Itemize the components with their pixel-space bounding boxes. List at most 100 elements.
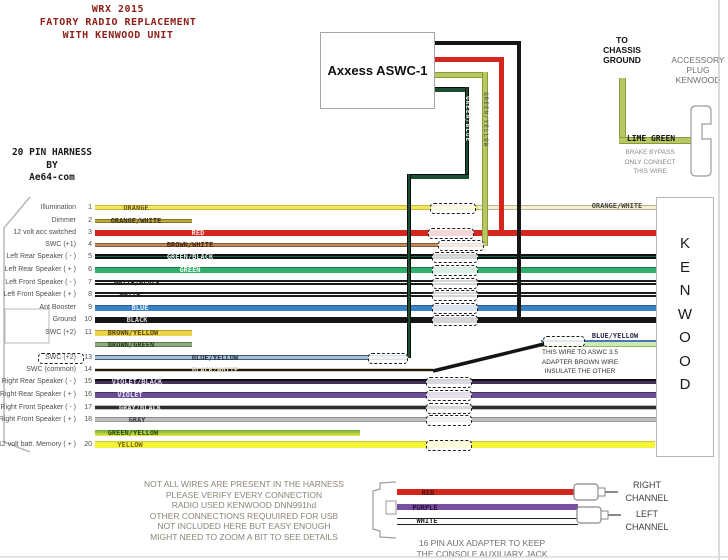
pin-wire-x18 — [95, 430, 360, 436]
aswc-darkgreen-wire-v2 — [407, 174, 411, 358]
pin-label-6: Left Rear Speaker ( + ) — [4, 266, 76, 273]
aux-white-wire — [397, 518, 578, 525]
wire-color-label-9: BLUE — [131, 304, 149, 312]
pin-wire-10 — [95, 317, 656, 323]
aswc-lime-wire-h — [433, 72, 486, 78]
wire-color-label-10: BLACK — [126, 316, 148, 324]
lime-green-label: LIME GREEN — [626, 134, 676, 143]
left-channel-label: LEFT CHANNEL — [607, 508, 687, 534]
crimp-connector-7 — [432, 278, 478, 289]
pin-number-2: 2 — [88, 217, 92, 224]
accessory-plug-text: ACCESSORY PLUG KENWOOD — [671, 55, 725, 85]
aswc-darkgreen-wire-h1 — [433, 87, 469, 92]
pin-number-6: 6 — [88, 266, 92, 273]
pin-number-14: 14 — [84, 366, 92, 373]
crimp-connector-16 — [426, 390, 472, 401]
aswc-lime-wire-v — [482, 72, 488, 246]
wire-color-label-16: VIOLET — [117, 391, 143, 399]
wire-color-label-3: RED — [191, 229, 205, 237]
pin-wire-11 — [95, 330, 192, 336]
pin-label-2: Dimmer — [51, 217, 77, 224]
crimp-connector-9 — [432, 303, 478, 314]
pin-number-18: 18 — [84, 416, 92, 423]
aswc-red-wire-h — [433, 57, 504, 62]
aswc-adapter-note: THIS WIRE TO ASWC 3.5 ADAPTER BROWN WIRE… — [528, 348, 632, 377]
blue-yellow-crimp-connector — [543, 336, 585, 347]
pin-number-15: 15 — [84, 378, 92, 385]
wire-color-label-x11: BROWN/GREEN — [107, 341, 155, 349]
wire-color-label-5: GREEN/BLACK — [166, 253, 214, 261]
axxess-aswc1-label: Axxess ASWC-1 — [327, 63, 428, 78]
pin-number-20: 20 — [84, 441, 92, 448]
blue-yellow-wire-label: BLUE/YELLOW — [591, 332, 639, 340]
crimp-connector-5 — [432, 252, 478, 263]
pin-wire-16 — [95, 392, 656, 398]
brake-bypass-wire-h — [619, 137, 691, 144]
pin-wire-x11 — [95, 342, 192, 347]
pin-wire-2 — [95, 219, 192, 223]
crimp-connector-3 — [428, 228, 474, 239]
wire-color-label-2: ORANGE/WHITE — [110, 217, 162, 225]
brake-bypass-note: BRAKE BYPASS ONLY CONNECT THIS WIRE — [610, 148, 690, 177]
aswc-red-wire-v — [499, 57, 504, 235]
pin-wire-8 — [95, 292, 656, 297]
aswc-darkgreen-wire-v1 — [465, 87, 469, 178]
aux-white-wire-label: WHITE — [416, 517, 438, 525]
pin-number-9: 9 — [88, 304, 92, 311]
crimp-connector-1 — [430, 203, 476, 214]
wire-color-label-8: WHITE — [119, 291, 141, 299]
crimp-connector-13 — [38, 353, 84, 364]
aux-purple-wire-label: PURPLE — [412, 504, 438, 512]
right-channel-label: RIGHT CHANNEL — [607, 479, 687, 505]
aswc-darkgreen-wire-label: GREEN/BLUE — [464, 96, 471, 143]
left-channel-text: LEFT CHANNEL — [625, 509, 669, 532]
wire-color-label-14: BLACK/WHITE — [191, 366, 239, 374]
pin-number-5: 5 — [88, 253, 92, 260]
wire-color-label-4: BROWN/WHITE — [166, 241, 214, 249]
aux-red-wire-label: RED — [421, 489, 435, 497]
aswc-adapter-note-text: THIS WIRE TO ASWC 3.5 ADAPTER BROWN WIRE… — [541, 349, 619, 375]
kenwood-vertical-label: K E N W O O D — [677, 235, 693, 393]
wire-color-label-x18: GREEN/YELLOW — [107, 429, 159, 437]
harness-credit: 20 PIN HARNESS BY Ae64-com — [2, 147, 102, 185]
pin-wire-18 — [95, 417, 656, 422]
diagram-title: WRX 2015 FATORY RADIO REPLACEMENT WITH K… — [20, 3, 216, 42]
pin-label-11: SWC (+2) — [45, 329, 76, 336]
accessory-plug-label: ACCESSORY PLUG KENWOOD — [658, 55, 728, 85]
pin-label-16: Right Rear Speaker ( + ) — [0, 391, 76, 398]
pin-number-16: 16 — [84, 391, 92, 398]
pin-number-7: 7 — [88, 279, 92, 286]
pin-wire-4 — [95, 243, 483, 247]
pin-wire-3 — [95, 230, 656, 236]
aux-adapter-note-text: 16 PIN AUX ADAPTER TO KEEP THE CONSOLE A… — [416, 538, 548, 559]
harness-credit-text: 20 PIN HARNESS BY Ae64-com — [11, 147, 93, 183]
wire-color-label-15: VIOLET/BLACK — [111, 378, 163, 386]
crimp-connector-18 — [426, 415, 472, 426]
wire-color-label-6: GREEN — [179, 266, 201, 274]
aux-adapter-note: 16 PIN AUX ADAPTER TO KEEP THE CONSOLE A… — [382, 538, 582, 559]
pin-label-5: Left Rear Speaker ( - ) — [6, 253, 76, 260]
pin-wire-7 — [95, 280, 656, 285]
chassis-ground-note: TO CHASSIS GROUND — [582, 35, 662, 65]
pin-wire-13 — [95, 355, 408, 360]
pin-label-3: 12 volt acc switched — [13, 229, 76, 236]
pin-wire-6 — [95, 267, 656, 273]
bottom-notes: NOT ALL WIRES ARE PRESENT IN THE HARNESS… — [114, 479, 374, 543]
pin-label-14: SWC (common) — [26, 366, 76, 373]
aswc-black-wire-v — [517, 41, 521, 322]
pin-number-11: 11 — [84, 329, 92, 336]
pin-label-17: Right Front Speaker ( - ) — [0, 404, 76, 411]
pin-wire-20 — [95, 441, 655, 448]
pin-wire-17 — [95, 405, 656, 410]
pin-wire-1 — [95, 205, 656, 210]
crimp-connector-4 — [438, 240, 484, 251]
wire-color-label-11: BROWN/YELLOW — [107, 329, 159, 337]
diagram-title-text: WRX 2015 FATORY RADIO REPLACEMENT WITH K… — [39, 4, 197, 41]
pin-label-20: 12 volt batt. Memory ( + ) — [0, 441, 76, 448]
crimp-connector-6 — [432, 265, 478, 276]
aux-red-wire — [397, 489, 575, 495]
wire-color-label-20: YELLOW — [117, 441, 143, 449]
crimp-connector-8 — [432, 290, 478, 301]
